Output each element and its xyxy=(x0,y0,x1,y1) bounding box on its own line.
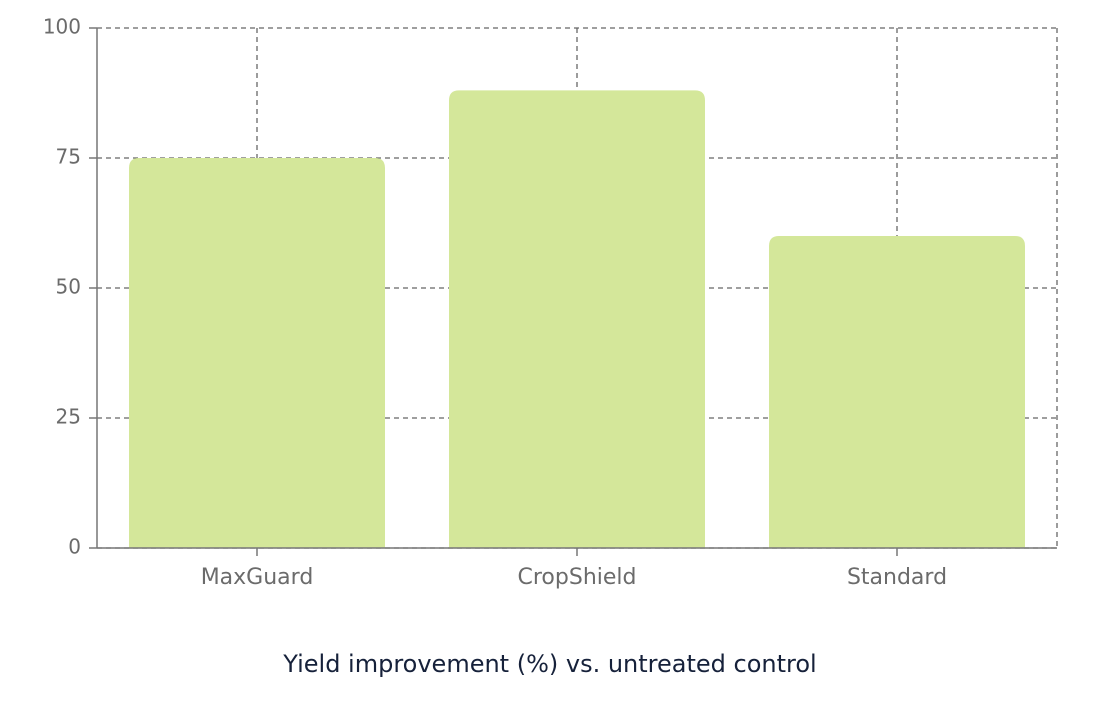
x-tick-label: Standard xyxy=(847,565,947,590)
x-tick-label: CropShield xyxy=(518,565,637,590)
y-tick-label: 25 xyxy=(56,405,81,429)
chart-title: Yield improvement (%) vs. untreated cont… xyxy=(282,650,816,678)
y-tick-label: 100 xyxy=(43,15,81,39)
bar xyxy=(449,90,705,549)
y-tick-label: 75 xyxy=(56,145,81,169)
y-tick-label: 50 xyxy=(56,275,81,299)
bar xyxy=(129,158,385,548)
bar xyxy=(769,236,1025,548)
x-tick-label: MaxGuard xyxy=(201,565,314,590)
y-tick-label: 0 xyxy=(68,535,81,559)
